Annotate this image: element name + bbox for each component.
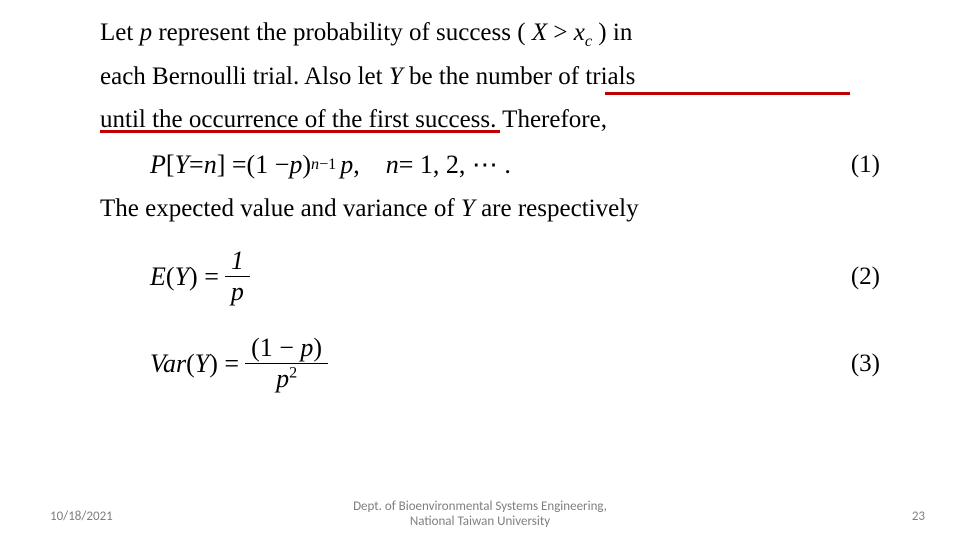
paragraph-after-eq: The expected value and variance of Y are…: [100, 190, 880, 229]
paragraph-line-1: Let p represent the probability of succe…: [100, 14, 880, 54]
var-xc-sub: c: [585, 32, 592, 50]
eq1-range-rest: = 1, 2, ⋯ .: [399, 150, 511, 180]
equation-3: Var(Y) = (1 − p) p2: [150, 333, 334, 394]
eq1-comma: ,: [353, 150, 386, 180]
text-fragment: ) in: [592, 19, 632, 46]
eq2-E: E: [150, 262, 166, 292]
eq1-rhs-close: ): [302, 150, 311, 180]
eq1-n: n: [204, 150, 217, 180]
eq1-close-eq: ] =: [217, 150, 247, 180]
eq3-numerator: (1 − p): [245, 333, 328, 364]
equation-1: P[Y = n] = (1 − p)n−1p, n = 1, 2, ⋯ .: [150, 150, 511, 180]
text-fragment: The expected value and variance of: [100, 195, 461, 222]
eq1-bracket: [: [166, 150, 175, 180]
var-xc-x: x: [574, 19, 585, 46]
var-Y-2: Y: [461, 195, 475, 222]
text-fragment: each Bernoulli trial. Also let: [100, 63, 389, 90]
equation-2-row: E(Y) = 1 p (2): [100, 246, 880, 307]
eq1-rhs-open: (1 −: [247, 150, 290, 180]
eq3-Y: Y: [195, 349, 209, 379]
eq1-Y: Y: [175, 150, 189, 180]
equation-3-row: Var(Y) = (1 − p) p2 (3): [100, 333, 880, 394]
slide-content: Let p represent the probability of succe…: [100, 14, 880, 398]
eq3-num-close: ): [313, 333, 322, 362]
equation-1-row: P[Y = n] = (1 − p)n−1p, n = 1, 2, ⋯ . (1…: [100, 150, 880, 180]
footer-dept-line2: National Taiwan University: [410, 514, 550, 529]
eq3-close-eq: ) =: [209, 349, 239, 379]
eq1-eq: =: [189, 150, 204, 180]
var-X: X: [532, 19, 547, 46]
equation-2: E(Y) = 1 p: [150, 246, 256, 307]
text-fragment: are respectively: [475, 195, 639, 222]
eq3-den-exp: 2: [289, 365, 297, 382]
text-fragment: until the occurrence of the first succes…: [100, 106, 607, 133]
paragraph-line-3: until the occurrence of the first succes…: [100, 101, 880, 140]
footer-dept-line1: Dept. of Bioenvironmental Systems Engine…: [353, 499, 607, 514]
equation-3-label: (3): [851, 350, 880, 378]
eq1-range-n: n: [386, 150, 399, 180]
eq2-denominator: p: [225, 277, 250, 307]
text-fragment: >: [547, 19, 574, 46]
eq3-fraction: (1 − p) p2: [245, 333, 328, 394]
eq3-denominator: p2: [270, 364, 303, 394]
eq1-exp-minus1: −1: [319, 156, 336, 173]
slide-footer: 10/18/2021 Dept. of Bioenvironmental Sys…: [0, 498, 960, 532]
eq3-num-open: (1 −: [251, 333, 300, 362]
footer-page-number: 23: [912, 509, 925, 524]
var-p: p: [140, 19, 153, 46]
eq2-close-eq: ) =: [189, 262, 219, 292]
text-fragment: represent the probability of success (: [152, 19, 532, 46]
text-fragment: Let: [100, 19, 140, 46]
var-Y: Y: [389, 63, 403, 90]
eq1-exp-n: n: [311, 156, 319, 173]
eq3-den-p: p: [276, 364, 289, 393]
eq2-open: (: [166, 262, 175, 292]
eq2-fraction: 1 p: [225, 246, 250, 307]
slide: Let p represent the probability of succe…: [0, 0, 960, 540]
eq2-numerator: 1: [225, 246, 250, 277]
underline-1: [605, 92, 850, 95]
eq2-Y: Y: [175, 262, 189, 292]
eq1-P: P: [150, 150, 166, 180]
text-fragment: be the number of trials: [403, 63, 636, 90]
equation-2-label: (2): [851, 263, 880, 291]
eq1-tail-p: p: [340, 150, 353, 180]
eq1-exponent: n−1: [311, 156, 336, 174]
eq3-num-p: p: [300, 333, 313, 362]
eq1-rhs-p: p: [289, 150, 302, 180]
footer-dept: Dept. of Bioenvironmental Systems Engine…: [0, 500, 960, 530]
underline-2: [100, 130, 500, 133]
eq3-Var: Var: [150, 349, 186, 379]
eq3-open: (: [186, 349, 195, 379]
equation-1-label: (1): [851, 151, 880, 179]
